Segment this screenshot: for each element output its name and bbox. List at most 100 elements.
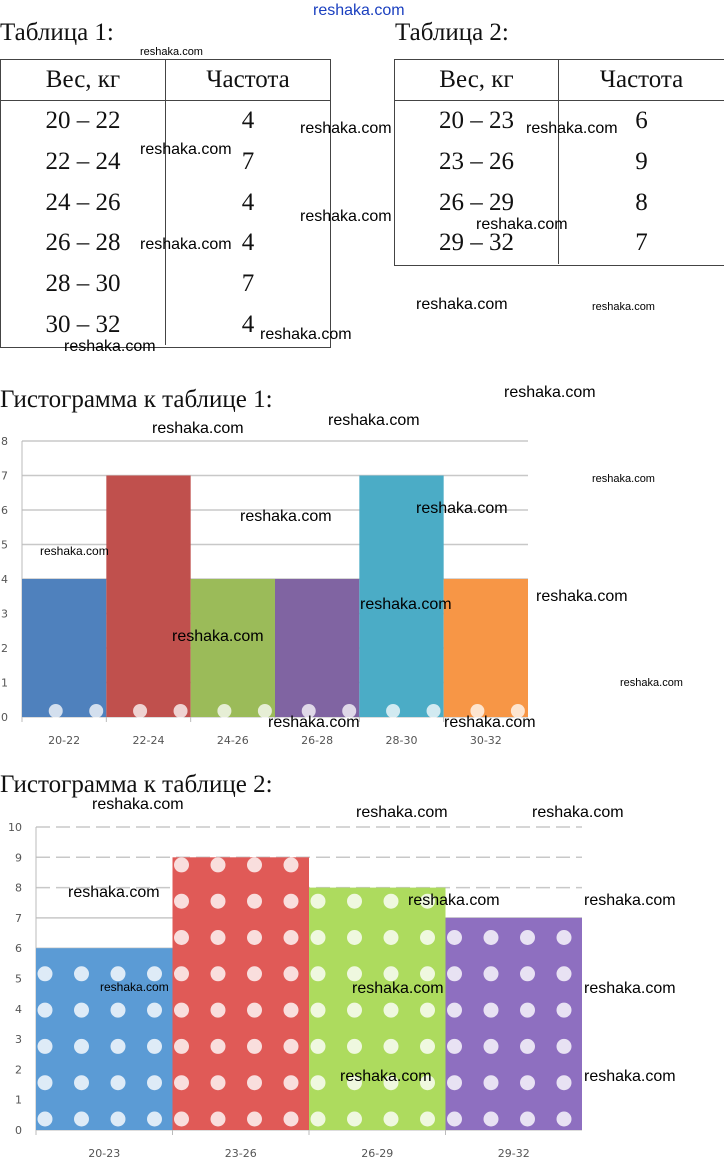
bar-pattern-dot bbox=[420, 893, 435, 909]
bar-pattern-dot bbox=[147, 1038, 162, 1054]
bar-pattern-dot bbox=[520, 1075, 535, 1091]
bar-pattern-dot bbox=[520, 1111, 535, 1127]
bar-pattern-dot bbox=[383, 1111, 399, 1127]
bar-pattern-dot bbox=[470, 704, 485, 718]
table2-title: Таблица 2: bbox=[395, 19, 509, 46]
bar-pattern-dot bbox=[483, 1038, 499, 1054]
column-header: Частота bbox=[558, 60, 724, 101]
watermark: reshaka.com bbox=[100, 980, 169, 994]
bar-pattern-dot bbox=[174, 930, 189, 945]
bar-pattern-dot bbox=[210, 966, 226, 982]
watermark: reshaka.com bbox=[592, 301, 655, 313]
bar-pattern-dot bbox=[74, 1002, 89, 1018]
bar-pattern-dot bbox=[420, 1038, 435, 1054]
bar-pattern-dot bbox=[310, 1111, 326, 1127]
watermark: reshaka.com bbox=[300, 208, 392, 225]
watermark[interactable]: reshaka.com bbox=[313, 2, 405, 19]
watermark: reshaka.com bbox=[526, 120, 618, 137]
bar-pattern-dot bbox=[347, 966, 362, 982]
y-tick-label: 7 bbox=[1, 470, 8, 483]
bar-pattern-dot bbox=[520, 1002, 535, 1018]
bar-22-24 bbox=[106, 475, 191, 717]
bar-pattern-dot bbox=[310, 1002, 326, 1018]
bar-pattern-dot bbox=[310, 930, 326, 945]
x-tick-label: 29-32 bbox=[498, 1147, 530, 1160]
bar-pattern-dot bbox=[174, 1002, 189, 1018]
bar-pattern-dot bbox=[174, 1075, 189, 1091]
cell-frequency: 7 bbox=[635, 229, 648, 257]
cell-frequency: 7 bbox=[241, 148, 255, 176]
bar-pattern-dot bbox=[347, 930, 362, 945]
table-row: 24 – 26 4 bbox=[1, 182, 330, 224]
cell-frequency: 9 bbox=[635, 148, 648, 176]
bar-26-28 bbox=[275, 579, 360, 717]
bar-pattern-dot bbox=[283, 1075, 299, 1091]
bar-pattern-dot bbox=[174, 1038, 189, 1054]
bar-pattern-dot bbox=[420, 1002, 435, 1018]
watermark: reshaka.com bbox=[416, 500, 508, 517]
bar-pattern-dot bbox=[447, 1002, 462, 1018]
bar-pattern-dot bbox=[257, 704, 272, 718]
watermark: reshaka.com bbox=[584, 980, 676, 997]
bar-29-32 bbox=[445, 917, 582, 1130]
bar-pattern-dot bbox=[37, 1111, 53, 1127]
y-tick-label: 0 bbox=[1, 711, 8, 724]
bar-pattern-dot bbox=[247, 1075, 262, 1091]
bar-pattern-dot bbox=[556, 1038, 572, 1054]
bar-pattern-dot bbox=[556, 1002, 572, 1018]
bar-pattern-dot bbox=[310, 893, 326, 909]
table-header-row: Вес, кг Частота bbox=[1, 60, 330, 101]
cell-frequency: 6 bbox=[635, 107, 648, 135]
bar-pattern-dot bbox=[310, 1038, 326, 1054]
watermark: reshaka.com bbox=[92, 796, 184, 813]
bar-pattern-dot bbox=[520, 1038, 535, 1054]
y-tick-label: 0 bbox=[15, 1124, 22, 1137]
bar-pattern-dot bbox=[347, 1038, 362, 1054]
bar-pattern-dot bbox=[48, 704, 63, 718]
bar-pattern-dot bbox=[301, 704, 316, 718]
bar-pattern-dot bbox=[37, 1038, 53, 1054]
bar-pattern-dot bbox=[556, 1111, 572, 1127]
y-tick-label: 4 bbox=[15, 1003, 22, 1016]
watermark: reshaka.com bbox=[300, 120, 392, 137]
watermark: reshaka.com bbox=[352, 980, 444, 997]
y-tick-label: 2 bbox=[15, 1063, 22, 1076]
watermark: reshaka.com bbox=[416, 296, 508, 313]
watermark: reshaka.com bbox=[408, 892, 500, 909]
bar-pattern-dot bbox=[37, 1002, 53, 1018]
table-row: 29 – 32 7 bbox=[395, 223, 724, 264]
watermark: reshaka.com bbox=[152, 420, 244, 437]
y-tick-label: 7 bbox=[15, 912, 22, 925]
table-row: 28 – 30 7 bbox=[1, 263, 330, 305]
bar-pattern-dot bbox=[247, 857, 262, 873]
watermark: reshaka.com bbox=[140, 141, 232, 158]
bar-pattern-dot bbox=[383, 966, 399, 982]
bar-pattern-dot bbox=[89, 704, 104, 718]
bar-pattern-dot bbox=[347, 1111, 362, 1127]
bar-pattern-dot bbox=[420, 1111, 435, 1127]
watermark: reshaka.com bbox=[584, 1068, 676, 1085]
watermark: reshaka.com bbox=[592, 473, 655, 485]
bar-pattern-dot bbox=[147, 1111, 162, 1127]
watermark: reshaka.com bbox=[620, 677, 683, 689]
x-tick-label: 20-23 bbox=[88, 1147, 120, 1160]
bar-pattern-dot bbox=[383, 1038, 399, 1054]
y-tick-label: 1 bbox=[15, 1094, 22, 1107]
bar-pattern-dot bbox=[147, 1075, 162, 1091]
watermark: reshaka.com bbox=[240, 508, 332, 525]
bar-pattern-dot bbox=[483, 966, 499, 982]
x-tick-label: 20-22 bbox=[48, 734, 80, 747]
table2-border bbox=[394, 59, 724, 266]
table1: Вес, кг Частота 20 – 22 4 22 – 24 7 24 – 2… bbox=[1, 60, 330, 346]
y-tick-label: 5 bbox=[15, 973, 22, 986]
bar-pattern-dot bbox=[110, 1075, 126, 1091]
watermark: reshaka.com bbox=[476, 216, 568, 233]
bar-pattern-dot bbox=[174, 857, 189, 873]
bar-pattern-dot bbox=[110, 966, 126, 982]
table-row: 20 – 23 6 bbox=[395, 100, 724, 142]
bar-pattern-dot bbox=[210, 1002, 226, 1018]
table-header-row: Вес, кг Частота bbox=[395, 60, 724, 101]
cell-weight: 23 – 26 bbox=[395, 141, 559, 183]
watermark: reshaka.com bbox=[260, 326, 352, 343]
